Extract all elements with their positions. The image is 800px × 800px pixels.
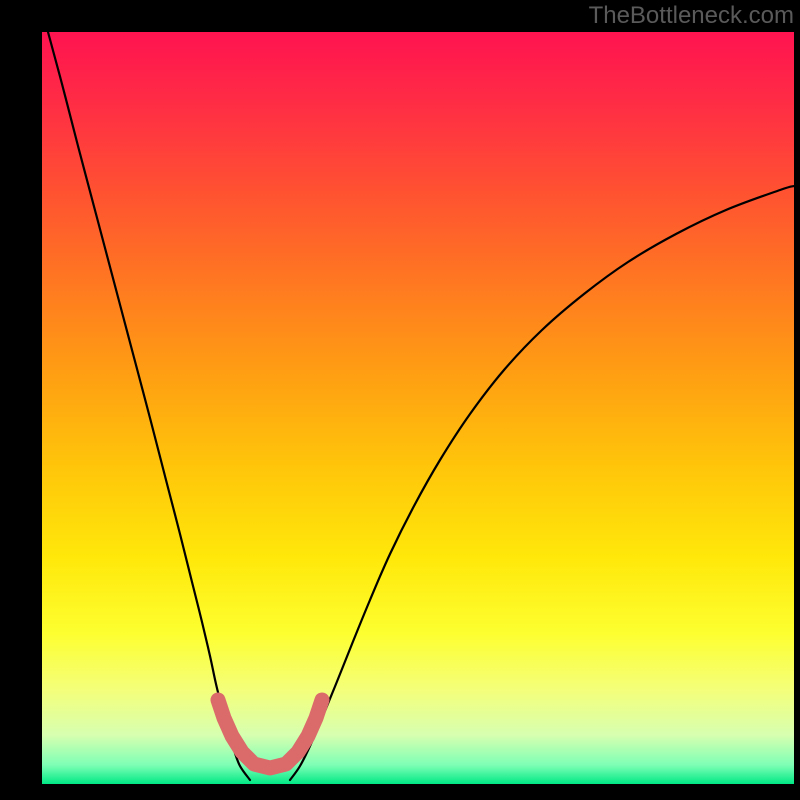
chart-canvas (0, 0, 800, 800)
watermark-text: TheBottleneck.com (589, 2, 794, 30)
plot-background (42, 32, 794, 784)
